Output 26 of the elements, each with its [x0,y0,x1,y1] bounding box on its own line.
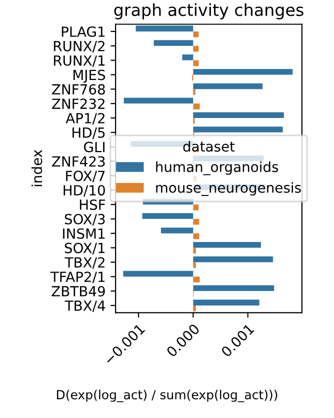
y-tick-label: ZNF232 [52,98,104,110]
y-tick-label: FOX/7 [66,170,105,182]
y-tick-label: AP1/2 [66,112,104,125]
y-tick-label: RUNX/2 [54,40,104,52]
y-tick-label: SOX/1 [64,242,105,254]
y-tick-label: HD/5 [72,128,105,139]
y-tick-label: TBX/2 [64,257,104,269]
y-tick-label: ZBTB49 [52,286,105,297]
y-tick-label: MJES [74,70,106,83]
y-tick-label: HD/10 [64,185,105,197]
x-axis-title: D(exp(log_act) / sum(exp(log_act))) [56,390,278,402]
y-axis-title: index [31,150,42,186]
legend-title: dataset [183,140,235,152]
y-tick-label: GLI [84,142,104,152]
legend-label: mouse_neurogenesis [156,182,301,196]
y-tick-label: RUNX/1 [54,55,105,67]
y-tick-label: PLAG1 [62,26,105,37]
y-tick-label: HSF [80,199,106,210]
y-tick-label: INSM1 [63,228,105,239]
chart-title: graph activity changes [114,3,304,20]
y-tick-label: ZNF768 [52,84,105,95]
y-tick-label: TFAP2/1 [50,272,105,284]
y-tick-label: SOX/3 [64,214,105,226]
legend-label: human_organoids [156,161,278,176]
y-tick-label: ZNF423 [52,156,105,167]
y-tick-label: TBX/4 [64,300,106,312]
